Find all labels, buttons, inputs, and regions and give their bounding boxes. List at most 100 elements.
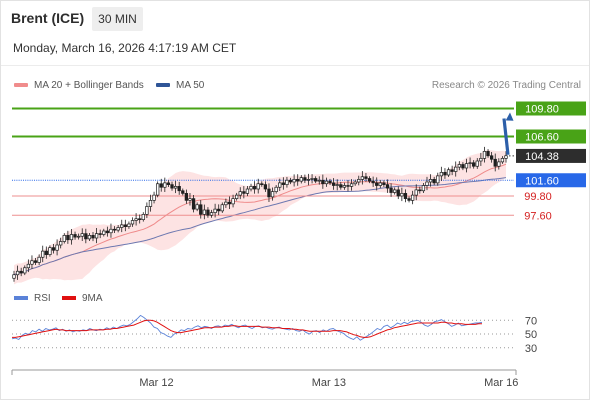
candle-body (357, 179, 361, 183)
candle-body (321, 179, 325, 185)
level-tag-101.60: 101.60 (516, 173, 586, 188)
ma50-swatch-icon (156, 83, 170, 88)
candle-body (443, 172, 447, 176)
candle-body (123, 224, 127, 227)
bollinger-band (14, 149, 506, 285)
candle-body (331, 182, 336, 186)
candle-body (364, 176, 368, 179)
candle-body (436, 175, 440, 184)
candle-body (23, 267, 27, 274)
candle-body (105, 230, 110, 234)
candle-body (224, 201, 228, 206)
level-tag-99.80: 99.80 (524, 191, 552, 203)
candle-body (296, 179, 300, 182)
candle-body (278, 182, 282, 188)
candle-body (396, 189, 400, 197)
candle-body (127, 223, 131, 227)
legend-9ma-label: 9MA (82, 293, 103, 304)
candle-body (504, 155, 508, 159)
timeframe-button[interactable]: 30 MIN (92, 7, 143, 31)
candle-body (51, 247, 56, 251)
candle-body (446, 169, 451, 176)
candle-body (15, 270, 20, 276)
candle-body (274, 186, 278, 192)
candle-body (184, 193, 189, 201)
level-label: 97.60 (524, 210, 552, 222)
candle-body (472, 162, 476, 167)
candle-body (73, 234, 77, 238)
candle-body (98, 233, 102, 235)
legend-9ma: 9MA (62, 293, 103, 304)
candle-body (33, 260, 38, 263)
candle-body (414, 189, 418, 196)
rsi-ma-line (12, 319, 482, 338)
candle-body (76, 235, 81, 238)
rsi-level-label: 50 (525, 329, 537, 341)
candle-body (59, 241, 63, 246)
rsi-panel: 70 50 30 (11, 314, 537, 355)
candle-body (270, 191, 275, 198)
candle-body (231, 198, 235, 205)
candle-body (181, 190, 185, 194)
candle-body (479, 158, 483, 162)
time-tick-label: Mar 12 (139, 377, 173, 389)
level-tag-bg (516, 173, 586, 188)
candle-body (367, 178, 372, 182)
candle-body (80, 233, 84, 237)
candle-body (26, 263, 31, 269)
candle-body (382, 182, 386, 185)
level-label: 99.80 (524, 191, 552, 203)
candle-body (148, 200, 153, 207)
candle-body (238, 191, 242, 196)
candle-body (213, 208, 217, 213)
candle-body (375, 182, 379, 186)
level-tag-109.80: 109.80 (516, 101, 586, 116)
candle-body (407, 198, 411, 201)
candle-body (317, 179, 321, 182)
candle-body (195, 204, 199, 210)
candle-body (371, 180, 375, 184)
instrument-title: Brent (ICE) (11, 10, 85, 26)
candle-body (486, 151, 490, 157)
candle-body (393, 189, 397, 193)
candle-body (378, 182, 382, 186)
candle-body (267, 188, 271, 198)
candle-body (177, 186, 181, 192)
candle-body (428, 179, 433, 183)
candle-body (109, 228, 113, 234)
level-label: 104.38 (525, 151, 559, 163)
candle-body (206, 209, 210, 216)
candle-body (263, 184, 268, 190)
candle-body (260, 183, 264, 185)
level-tag-bg (516, 148, 586, 163)
candle-body (91, 235, 95, 239)
candle-body (500, 158, 505, 163)
candle-body (55, 244, 59, 251)
candle-body (292, 179, 296, 183)
candle-body (94, 233, 99, 239)
legend-ma50: MA 50 (156, 80, 204, 91)
candle-body (310, 178, 314, 180)
timestamp: Monday, March 16, 2026 4:17:19 AM CET (13, 41, 237, 55)
candle-body (299, 177, 303, 182)
level-tag-106.60: 106.60 (516, 129, 586, 144)
candle-body (159, 183, 163, 188)
candle-body (87, 235, 92, 240)
candle-body (217, 208, 221, 212)
forecast-arrow-icon (502, 118, 510, 155)
candle-body (84, 233, 88, 240)
candle-body (360, 176, 365, 180)
candle-body (41, 250, 45, 258)
candle-body (314, 178, 318, 182)
candle-body (242, 191, 246, 194)
candle-body (220, 204, 224, 212)
candle-body (353, 181, 357, 185)
level-tag-bg (516, 101, 586, 116)
candle-body (454, 166, 458, 172)
rsi-level-label: 70 (525, 315, 537, 327)
legend-rsi: RSI (14, 293, 51, 304)
candle-body (112, 228, 117, 231)
ma20-swatch-icon (14, 83, 28, 88)
candle-body (120, 224, 124, 228)
candle-body (464, 163, 469, 169)
